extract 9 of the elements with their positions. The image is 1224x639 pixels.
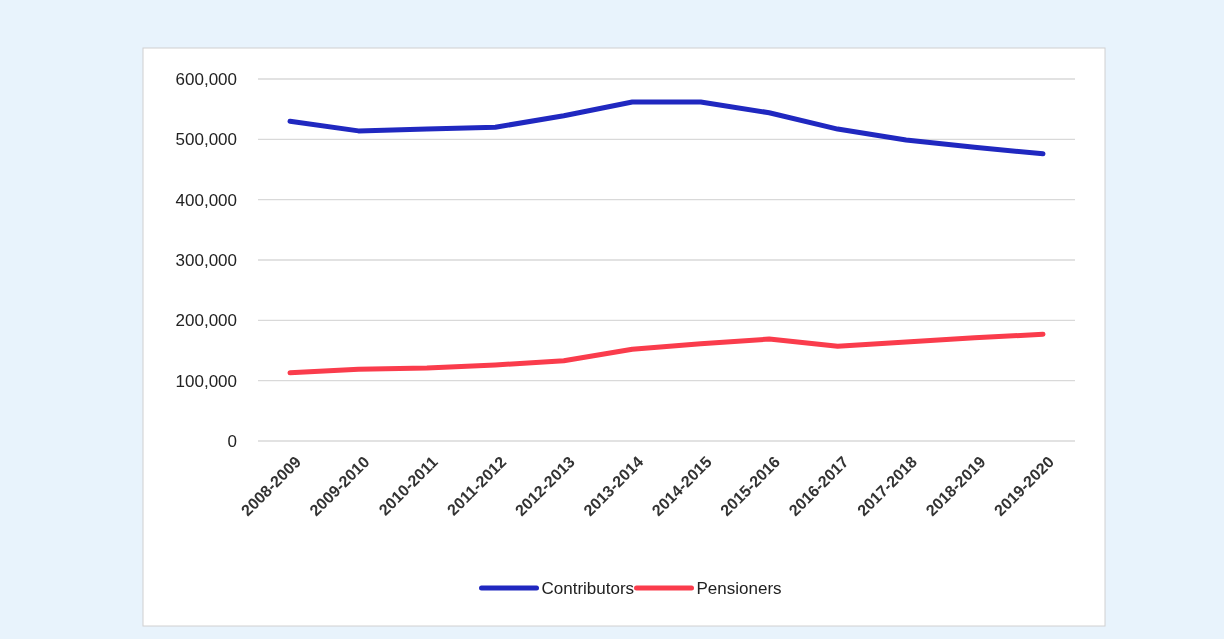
- y-tick-label: 500,000: [175, 130, 237, 150]
- y-tick-label: 600,000: [175, 69, 237, 89]
- y-tick-label: 0: [227, 431, 237, 451]
- y-tick-label: 100,000: [175, 371, 237, 391]
- legend-label: Contributors: [541, 578, 635, 598]
- legend-label: Pensioners: [696, 578, 782, 598]
- y-tick-label: 300,000: [175, 250, 237, 270]
- y-tick-label: 200,000: [175, 311, 237, 331]
- y-tick-label: 400,000: [175, 190, 237, 210]
